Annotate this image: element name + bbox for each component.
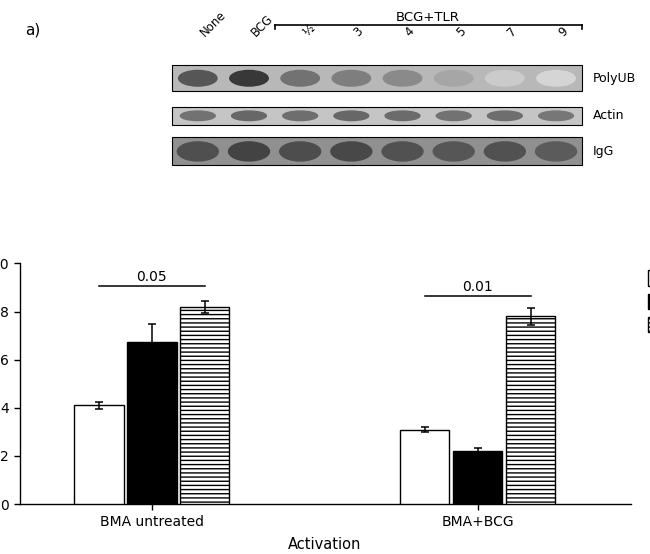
Ellipse shape <box>434 70 473 86</box>
Text: 4: 4 <box>402 24 417 39</box>
Ellipse shape <box>536 142 577 161</box>
Ellipse shape <box>384 70 422 86</box>
Ellipse shape <box>331 142 372 161</box>
X-axis label: Activation: Activation <box>289 537 361 552</box>
Ellipse shape <box>436 111 471 121</box>
Ellipse shape <box>385 111 420 121</box>
Ellipse shape <box>280 142 320 161</box>
Bar <box>172 137 582 166</box>
Ellipse shape <box>181 111 215 121</box>
Text: 0.05: 0.05 <box>136 270 167 284</box>
Ellipse shape <box>229 142 270 161</box>
Ellipse shape <box>488 111 522 121</box>
Ellipse shape <box>539 111 573 121</box>
Ellipse shape <box>281 70 319 86</box>
Ellipse shape <box>334 111 369 121</box>
Ellipse shape <box>179 70 217 86</box>
Bar <box>127 342 177 504</box>
Text: BCG+TLR: BCG+TLR <box>396 11 460 24</box>
Ellipse shape <box>486 70 524 86</box>
Text: 5: 5 <box>454 24 468 39</box>
Bar <box>74 406 124 504</box>
Text: 9: 9 <box>556 24 571 39</box>
Bar <box>172 65 582 91</box>
Ellipse shape <box>230 70 268 86</box>
Text: Actin: Actin <box>593 109 624 122</box>
Bar <box>180 307 229 504</box>
Text: a): a) <box>25 22 41 38</box>
Ellipse shape <box>537 70 575 86</box>
Text: None: None <box>198 8 229 39</box>
Ellipse shape <box>433 142 474 161</box>
Bar <box>506 316 555 504</box>
Text: 7: 7 <box>505 24 519 39</box>
Text: 0.01: 0.01 <box>462 280 493 294</box>
Text: IgG: IgG <box>593 145 614 158</box>
Bar <box>172 107 582 125</box>
Text: BCG: BCG <box>249 12 276 39</box>
Ellipse shape <box>382 142 423 161</box>
Text: 3: 3 <box>352 24 366 39</box>
Bar <box>453 451 502 504</box>
Legend: Unactivated, Scrambled siRNA, siMARCH: Unactivated, Scrambled siRNA, siMARCH <box>644 265 650 337</box>
Bar <box>400 429 449 504</box>
Ellipse shape <box>177 142 218 161</box>
Ellipse shape <box>283 111 318 121</box>
Ellipse shape <box>484 142 525 161</box>
Text: PolyUB: PolyUB <box>593 72 636 85</box>
Text: ½: ½ <box>300 22 317 39</box>
Ellipse shape <box>231 111 266 121</box>
Ellipse shape <box>332 70 370 86</box>
